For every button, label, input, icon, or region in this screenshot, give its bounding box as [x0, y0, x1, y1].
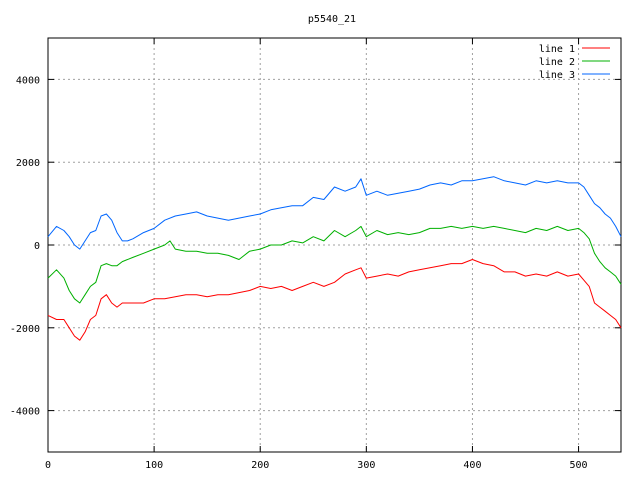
x-tick-label: 500: [570, 460, 588, 471]
axes: 0 100 200 300 400 500 -4000 -2000 0 2000 4000: [10, 37, 622, 471]
y-tick-label: -4000: [10, 407, 40, 418]
chart-title: p5540_21: [308, 14, 356, 25]
legend-label-1: line 1: [539, 44, 575, 55]
grid-lines: [48, 38, 621, 452]
series-line-2: [47, 225, 622, 304]
series-line-3: [47, 176, 622, 250]
y-tick-label: -2000: [10, 324, 40, 335]
series-line-1: [47, 259, 622, 341]
plot-frame: [47, 37, 622, 453]
y-tick-label: 4000: [16, 75, 40, 86]
x-tick-label: 100: [145, 460, 163, 471]
x-tick-label: 200: [251, 460, 269, 471]
x-tick-label: 300: [357, 460, 375, 471]
y-tick-label: 0: [34, 241, 40, 252]
legend: line 1 line 2 line 3: [539, 44, 610, 81]
x-tick-label: 400: [463, 460, 481, 471]
legend-label-2: line 2: [539, 57, 575, 68]
series-lines: [47, 176, 622, 341]
legend-label-3: line 3: [539, 70, 575, 81]
x-tick-label: 0: [45, 460, 51, 471]
y-tick-label: 2000: [16, 158, 40, 169]
